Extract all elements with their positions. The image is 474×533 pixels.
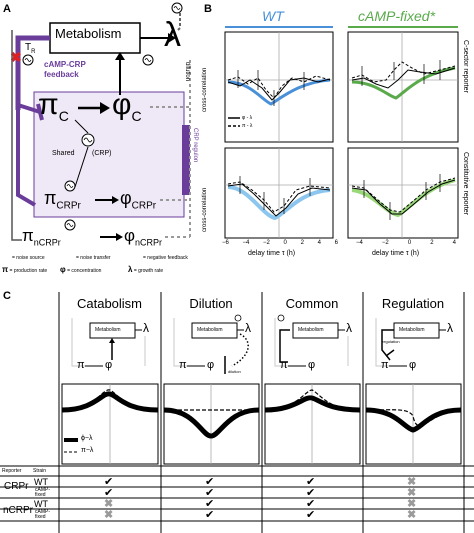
xticks-camp: −4 −2 0 2 4 (356, 240, 456, 246)
cross-icon: ✖ (407, 476, 417, 488)
pi-c-label: πC (38, 88, 69, 124)
legend-c-phi-lambda: ϕ−λ (81, 435, 93, 442)
check-icon: ✔ (205, 498, 215, 510)
reporter-header: Reporter (2, 468, 22, 474)
strain-row-4: cAMP-fixed (35, 509, 50, 520)
mini-regulation-label: regulation (382, 339, 400, 344)
strain-header: Strain (33, 468, 47, 474)
phi-crpr-label: φCRPr (120, 188, 157, 212)
dilution-label: dilution (184, 62, 190, 82)
pi-ncrpr-label: πnCRPr (22, 226, 61, 248)
xlabel-wt: delay time τ (h) (248, 250, 296, 257)
check-icon: ✔ (306, 498, 316, 510)
legend-production-rate: π = production rate (2, 265, 48, 274)
column-dilution: Dilution (189, 296, 233, 311)
row2-label: Constitutive reporter (462, 152, 469, 216)
check-icon: ✔ (205, 509, 215, 521)
check-icon: ✔ (306, 487, 316, 499)
legend-c-pi-lambda: π−λ (81, 447, 94, 454)
mini-phi-regulation: φ (409, 359, 417, 371)
metabolism-label: Metabolism (55, 26, 122, 41)
crp-regulon-label: CRP regulon (192, 128, 198, 163)
crp-label: (CRP) (92, 150, 112, 157)
cross-icon: ✖ (104, 509, 114, 521)
panel-b-plots (224, 31, 459, 239)
mini-metabolism-dilution: Metabolism (197, 327, 223, 333)
check-icon: ✔ (104, 476, 114, 488)
camp-fixed-title: cAMP-fixed* (358, 8, 436, 24)
column-regulation: Regulation (381, 296, 445, 311)
row1-label: C-sector reporter (462, 40, 469, 93)
mini-pi-catabolism: π (77, 359, 85, 371)
mini-pi-common: π (280, 359, 288, 371)
tr-label: TR (25, 42, 36, 55)
dilution-curve (163, 407, 260, 439)
wt-title: WT (262, 8, 284, 24)
mini-pi-dilution: π (179, 359, 187, 371)
pi-crpr-label: πCRPr (44, 188, 81, 212)
regulation-curve (365, 407, 462, 433)
xticks-wt: −6 −4 −2 0 2 4 6 (222, 240, 338, 246)
cross-icon: ✖ (104, 498, 114, 510)
legend-negative-feedback: = negative feedback (143, 255, 188, 261)
check-icon: ✔ (205, 476, 215, 488)
panel-b-label: B (204, 3, 212, 15)
camp-c-sector-curve (351, 66, 456, 100)
dilution-dotted-line (177, 8, 181, 31)
panel-a-label: A (3, 3, 11, 15)
panel-a-diagram: ✖ (10, 2, 191, 241)
legend-concentration: φ = concentration (60, 265, 102, 274)
mini-lambda-common: λ (346, 321, 352, 335)
plot-camp-c-sector (347, 31, 459, 143)
mini-pi-regulation: π (381, 359, 389, 371)
mini-metabolism-regulation: Metabolism (399, 327, 425, 333)
strain-row-2: cAMP-fixed (35, 487, 50, 498)
wt-c-sector-curve (227, 78, 331, 106)
legend-noise-source: = noise source (12, 255, 45, 261)
phi-c-label: φC (112, 88, 142, 124)
wt-constitutive-curve (227, 185, 331, 221)
check-icon: ✔ (104, 487, 114, 499)
outer-path (11, 30, 22, 241)
legend-phi-lambda: φ - λ (242, 115, 253, 121)
shared-label: Shared (52, 150, 75, 157)
camp-crp-feedback-label: cAMP-CRP feedback (44, 60, 86, 79)
mini-phi-catabolism: φ (105, 359, 113, 371)
mini-metabolism-catabolism: Metabolism (95, 327, 121, 333)
check-icon: ✔ (205, 487, 215, 499)
reporter-ncrpr: nCRPr (3, 505, 34, 516)
mini-phi-common: φ (308, 359, 316, 371)
cross-icon: ✖ (407, 498, 417, 510)
column-common: Common (285, 296, 339, 311)
xlabel-camp: delay time τ (h) (372, 250, 420, 257)
reporter-crpr: CRPr (4, 481, 29, 492)
legend-growth-rate: λ = growth rate (128, 265, 164, 274)
mini-dilution-label: dilution (228, 369, 241, 374)
mini-lambda-catabolism: λ (143, 321, 149, 335)
strain-row-1: WT (34, 477, 48, 487)
check-icon: ✔ (306, 476, 316, 488)
column-catabolism: Catabolism (76, 296, 143, 311)
check-icon: ✔ (306, 509, 316, 521)
crp-regulon-bar (182, 125, 190, 195)
mini-phi-dilution: φ (207, 359, 215, 371)
strain-row-3: WT (34, 499, 48, 509)
phi-ncrpr-label: φnCRPr (124, 226, 163, 248)
lambda-label: λ (164, 16, 181, 54)
mini-lambda-dilution: λ (245, 321, 251, 335)
common-curve (264, 395, 361, 413)
cross-icon: ✖ (407, 487, 417, 499)
crp-regulon-box (33, 91, 185, 218)
legend-noise-transfer: = noise transfer (76, 255, 111, 261)
plot-camp-constitutive (347, 147, 459, 239)
legend-pi-lambda: π - λ (242, 123, 253, 129)
panel-c-label: C (3, 290, 11, 302)
cross-icon: ✖ (407, 509, 417, 521)
mini-lambda-regulation: λ (447, 321, 453, 335)
mini-metabolism-common: Metabolism (298, 327, 324, 333)
tr-blocked-x-icon: ✖ (10, 49, 22, 65)
